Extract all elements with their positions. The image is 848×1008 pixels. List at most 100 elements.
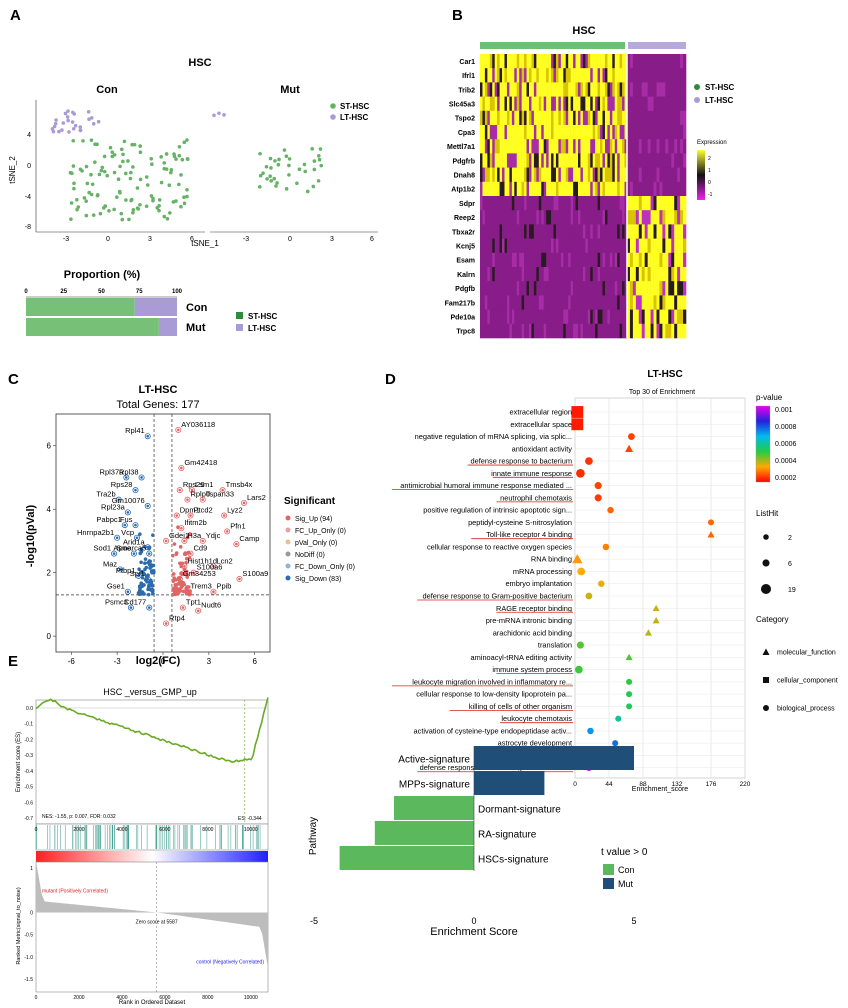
heatmap-cell [546, 68, 549, 83]
heatmap-cell [546, 238, 549, 254]
tsne-point [284, 187, 289, 191]
heatmap-cell [565, 224, 569, 239]
volcano-labelled-point [132, 487, 139, 494]
heatmap-cell [617, 323, 620, 339]
heatmap-cell [609, 309, 613, 325]
heatmap-cell [665, 238, 669, 254]
heatmap-cell [578, 82, 581, 97]
heatmap-cell [612, 252, 616, 268]
heatmap-cell [533, 309, 537, 325]
heatmap-cell [632, 224, 637, 239]
heatmap-cell [592, 110, 596, 126]
heatmap-cell [536, 224, 540, 239]
heatmap-cell [492, 110, 495, 126]
heatmap-cell [600, 309, 603, 325]
volcano-labelled-point [210, 563, 217, 570]
heatmap-cell [497, 323, 500, 339]
volcano-point [146, 434, 150, 438]
heatmap-cell [521, 323, 525, 339]
heatmap-cell [538, 110, 542, 126]
heatmap-cell [624, 125, 628, 140]
heatmap-cell [565, 323, 569, 339]
heatmap-cell [563, 267, 567, 282]
heatmap-cell [516, 181, 520, 197]
heatmap-cell [656, 196, 660, 211]
heatmap-cell [506, 181, 510, 197]
heatmap-cell [650, 139, 654, 154]
heatmap-cell [494, 196, 498, 211]
enrich-point-biological-process [598, 580, 605, 587]
tsne-point [119, 211, 124, 216]
enrich-point-molecular-function [652, 604, 660, 612]
heatmap-cell [578, 252, 581, 268]
volcano-point [201, 539, 205, 543]
heatmap-cell [521, 281, 525, 296]
heatmap-cell [635, 224, 640, 239]
heatmap-cell [497, 82, 500, 97]
enrich-term-label: mRNA processing [513, 567, 572, 576]
heatmap-cell [521, 238, 525, 254]
heatmap-cell [582, 110, 586, 126]
heatmap-cell [506, 153, 510, 168]
heatmap-cell [494, 181, 498, 197]
heatmap-cell [553, 267, 557, 282]
heatmap-cell [502, 323, 505, 339]
heatmap-cell [506, 96, 510, 112]
heatmap-cell [492, 181, 495, 197]
heatmap-cell [653, 252, 657, 268]
heatmap-cell [558, 110, 562, 126]
heatmap-cell [612, 295, 616, 310]
volcano-labelled-point [210, 588, 217, 595]
heatmap-cell [683, 252, 687, 268]
tsne-point [70, 120, 75, 124]
heatmap-cell [492, 295, 495, 310]
heatmap-cell [582, 139, 586, 154]
heatmap-cell [600, 196, 603, 211]
heatmap-cell [497, 252, 500, 268]
heatmap-cell [614, 82, 618, 97]
legend-label: ST-HSC [340, 102, 370, 111]
heatmap-cell [497, 295, 500, 310]
heatmap-cell [548, 323, 552, 339]
heatmap-cell [499, 295, 503, 310]
heatmap-cell [484, 295, 488, 310]
volcano-point-down [138, 586, 142, 591]
heatmap-cell [582, 96, 586, 112]
panel-b-title: HSC [572, 25, 595, 37]
heatmap-cell [555, 139, 559, 154]
legend-swatch [694, 84, 700, 90]
heatmap-cell [629, 54, 634, 69]
heatmap-cell [619, 224, 623, 239]
heatmap-cell [647, 153, 651, 168]
heatmap-cell [555, 82, 559, 97]
proportion-tick: 50 [98, 289, 105, 295]
heatmap-cell [668, 323, 672, 339]
volcano-point [190, 488, 194, 492]
heatmap-cell [644, 309, 648, 325]
heatmap-cell [551, 54, 554, 69]
heatmap-cell [614, 224, 618, 239]
heatmap-cell [514, 54, 518, 69]
heatmap-cell [617, 238, 620, 254]
heatmap-cell [524, 139, 527, 154]
heatmap-cell [524, 295, 527, 310]
heatmap-cell [538, 82, 542, 97]
volcano-point [126, 590, 130, 594]
heatmap-cell [536, 295, 540, 310]
heatmap-cell [617, 252, 620, 268]
heatmap-cell [551, 224, 554, 239]
heatmap-cell [492, 210, 495, 225]
tsne-point [162, 214, 167, 219]
heatmap-cell [665, 267, 669, 282]
heatmap-cell [484, 167, 488, 183]
volcano-gene-label: Hist1h1d [187, 556, 217, 565]
heatmap-cell [538, 252, 542, 268]
heatmap-cell [519, 96, 522, 112]
tsne-point [87, 190, 91, 195]
heatmap-cell [585, 181, 589, 197]
heatmap-cell [600, 323, 603, 339]
heatmap-cell [683, 196, 687, 211]
heatmap-cell [489, 139, 493, 154]
heatmap-cell [592, 267, 596, 282]
